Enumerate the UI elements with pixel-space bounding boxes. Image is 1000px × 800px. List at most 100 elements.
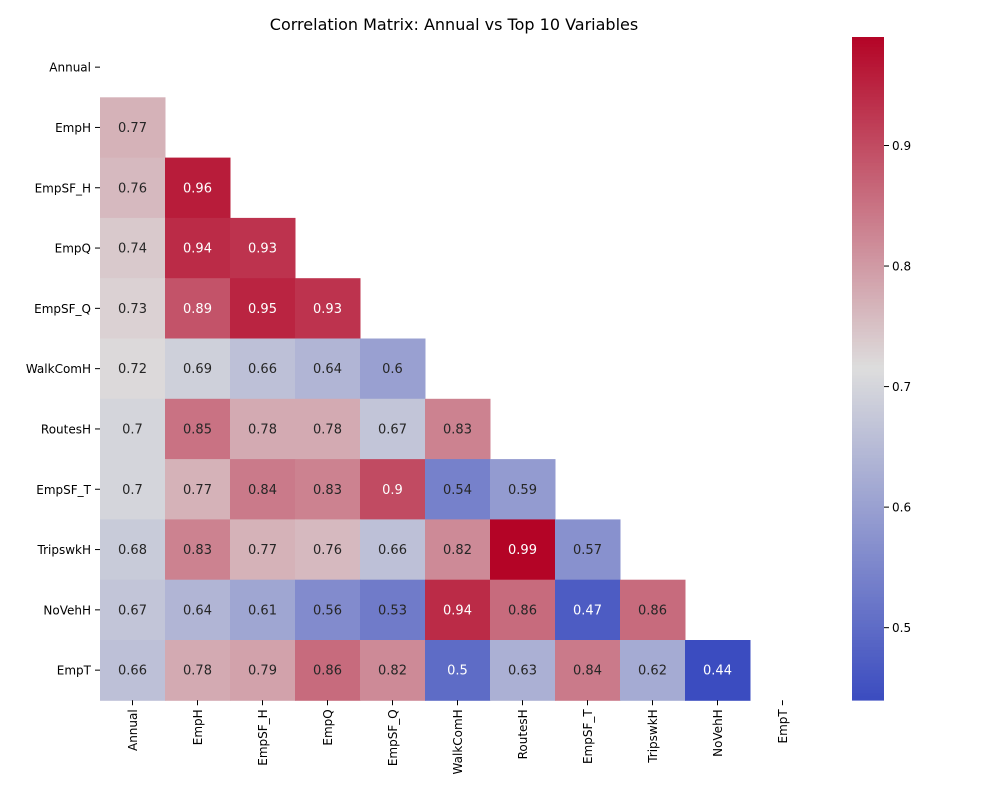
colorbar-segment — [852, 269, 884, 273]
colorbar-segment — [852, 249, 884, 254]
heatmap-cell-EmpSF_T-WalkComH — [425, 459, 491, 520]
colorbar-segment — [852, 653, 884, 658]
heatmap-cell-EmpT-EmpH — [165, 640, 231, 701]
colorbar-segment — [852, 259, 884, 264]
colorbar-segment — [852, 560, 884, 565]
cell-value-label: 0.6 — [382, 362, 403, 377]
cell-value-label: 0.73 — [118, 302, 147, 317]
colorbar-segment — [852, 129, 884, 134]
cell-value-label: 0.59 — [508, 483, 537, 498]
x-tick-label: EmpQ — [321, 709, 335, 745]
y-tick-label: Annual — [49, 61, 91, 75]
cell-value-label: 0.66 — [118, 664, 147, 679]
colorbar-segment — [852, 590, 884, 595]
colorbar-segment — [852, 229, 884, 234]
y-tick-label: EmpT — [57, 664, 92, 678]
colorbar-segment — [852, 113, 884, 118]
colorbar-segment — [852, 159, 884, 164]
heatmap-cell-EmpSF_Q-EmpQ — [295, 278, 361, 339]
colorbar-segment — [852, 385, 884, 389]
colorbar-segment — [852, 464, 884, 469]
colorbar-segment — [852, 527, 884, 532]
cell-value-label: 0.95 — [248, 302, 277, 317]
colorbar-segment — [852, 643, 884, 648]
colorbar-segment — [852, 192, 884, 197]
colorbar-segment — [852, 627, 884, 631]
cell-value-label: 0.78 — [313, 422, 342, 437]
colorbar-segment — [852, 242, 884, 247]
colorbar-segment — [852, 245, 884, 250]
colorbar-segment — [852, 680, 884, 685]
cell-value-label: 0.76 — [313, 543, 342, 558]
colorbar-segment — [852, 451, 884, 456]
colorbar-segment — [852, 76, 884, 81]
cell-value-label: 0.94 — [443, 603, 472, 618]
cell-value-label: 0.61 — [248, 603, 277, 618]
colorbar-segment — [852, 454, 884, 459]
cell-value-label: 0.53 — [378, 603, 407, 618]
colorbar-segment — [852, 56, 884, 61]
cell-value-label: 0.64 — [313, 362, 342, 377]
cell-value-label: 0.67 — [378, 422, 407, 437]
colorbar-segment — [852, 182, 884, 187]
colorbar-segment — [852, 537, 884, 542]
cell-value-label: 0.62 — [638, 664, 667, 679]
cell-value-label: 0.5 — [447, 664, 468, 679]
heatmap-cell-EmpSF_T-EmpSF_H — [230, 459, 296, 520]
colorbar-segment — [852, 209, 884, 214]
heatmap-cell-EmpQ-EmpSF_H — [230, 217, 296, 279]
colorbar-segment — [852, 351, 884, 356]
colorbar-segment — [852, 597, 884, 602]
colorbar-segment — [852, 66, 884, 71]
colorbar-segment — [852, 371, 884, 376]
colorbar-segment — [852, 63, 884, 68]
colorbar-segment — [852, 328, 884, 333]
colorbar-segment — [852, 438, 884, 443]
colorbar-segment — [852, 477, 884, 482]
colorbar-segment — [852, 676, 884, 681]
colorbar-segment — [852, 219, 884, 224]
colorbar-tick-label: 0.7 — [892, 380, 911, 394]
cell-value-label: 0.84 — [573, 664, 602, 679]
colorbar-segment — [852, 501, 884, 506]
colorbar-segment — [852, 179, 884, 184]
colorbar-segment — [852, 467, 884, 472]
cell-value-label: 0.82 — [443, 543, 472, 558]
cell-value-label: 0.44 — [703, 664, 732, 679]
y-tick-label: EmpSF_T — [36, 483, 91, 497]
colorbar-segment — [852, 338, 884, 343]
cell-value-label: 0.7 — [122, 422, 143, 437]
x-tick-label: RoutesH — [516, 709, 530, 759]
colorbar-segment — [852, 554, 884, 559]
colorbar-segment — [852, 332, 884, 336]
colorbar-segment — [852, 690, 884, 694]
y-axis: Annual EmpH EmpSF_H EmpQ EmpSF_Q WalkComH Rout… — [26, 61, 100, 678]
colorbar-segment — [852, 418, 884, 423]
colorbar-segment — [852, 547, 884, 552]
colorbar-segment — [852, 83, 884, 88]
cell-value-label: 0.9 — [382, 483, 403, 498]
colorbar-segment — [852, 169, 884, 174]
colorbar-segment — [852, 570, 884, 575]
heatmap-cell-TripswkH-EmpQ — [295, 519, 361, 581]
heatmap-cell-NoVehH-EmpSF_T — [555, 579, 621, 641]
colorbar-segment — [852, 361, 884, 366]
heatmap-cell-EmpSF_Q-EmpH — [165, 278, 231, 339]
heatmap-cell-NoVehH-TripswkH — [620, 579, 686, 641]
colorbar-segment — [852, 285, 884, 290]
y-tick-label: NoVehH — [43, 603, 91, 617]
colorbar-segment — [852, 448, 884, 452]
heatmap-cell-EmpT-EmpQ — [295, 640, 361, 701]
y-tick-label: WalkComH — [26, 362, 91, 376]
heatmap-cell-EmpSF_T-EmpH — [165, 459, 231, 520]
colorbar-segment — [852, 395, 884, 399]
heatmap-cell-EmpSF_T-EmpSF_Q — [360, 459, 426, 520]
cell-value-label: 0.99 — [508, 543, 537, 558]
colorbar-segment — [852, 471, 884, 476]
colorbar-segment — [852, 46, 884, 51]
colorbar-segment — [852, 302, 884, 307]
x-axis: Annual EmpH EmpSF_H EmpQ EmpSF_Q WalkComH Rout… — [126, 700, 790, 774]
heatmap-cell-NoVehH-EmpSF_Q — [360, 579, 426, 641]
colorbar-segment — [852, 696, 884, 701]
colorbar-segment — [852, 308, 884, 313]
